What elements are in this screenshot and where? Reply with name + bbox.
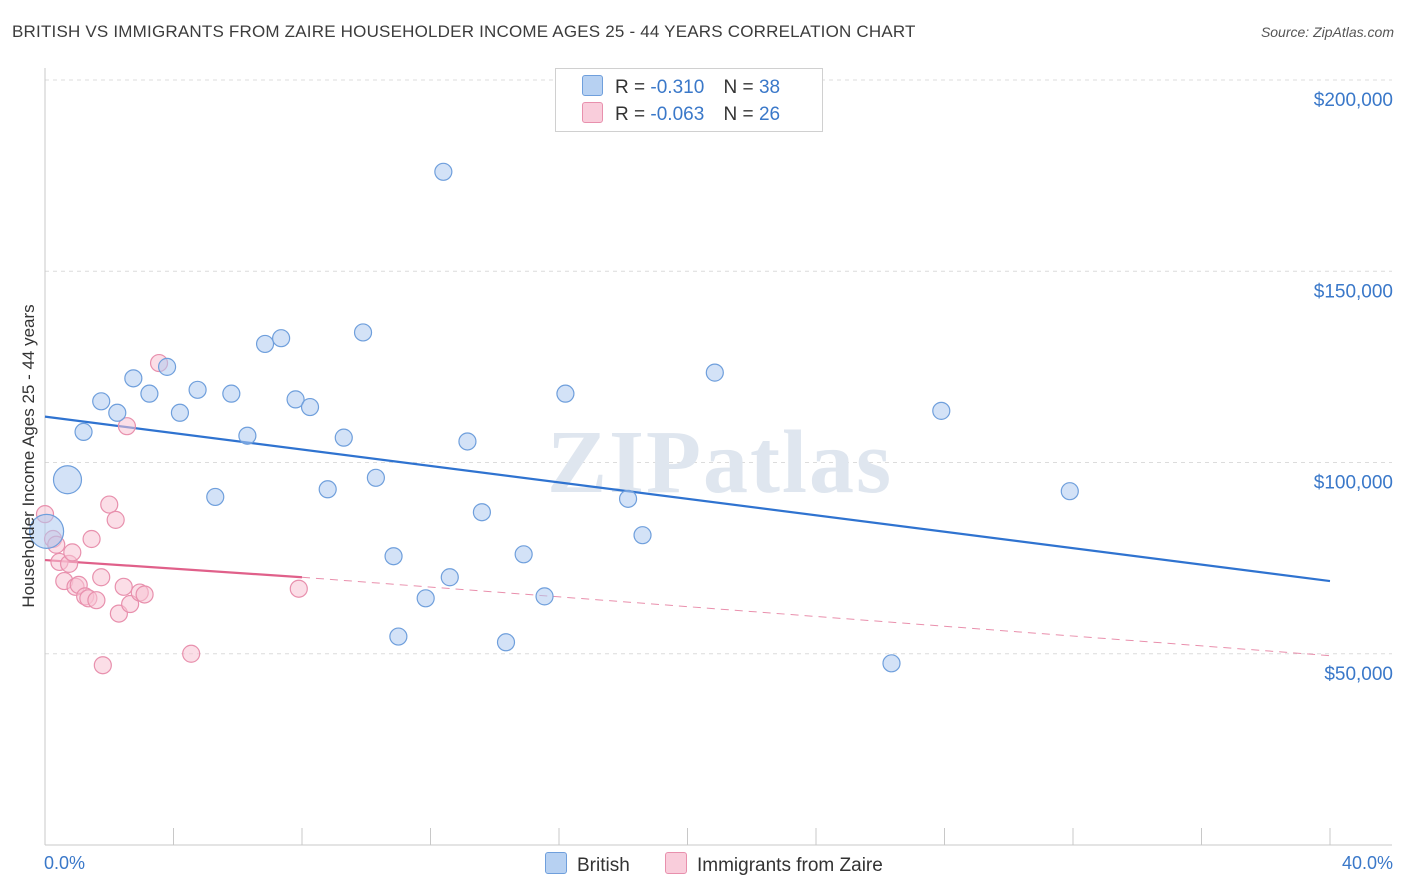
correlation-legend: R = -0.310 N = 38 R = -0.063 N = 26	[555, 68, 823, 132]
data-point-british	[618, 489, 638, 508]
legend-swatch-zaire	[582, 102, 603, 123]
data-point-british	[206, 487, 225, 507]
y-tick-label: $100,000	[1314, 473, 1393, 494]
data-point-british	[384, 547, 403, 566]
data-point-british	[74, 422, 93, 441]
legend-label-zaire: Immigrants from Zaire	[697, 855, 883, 876]
trend-line-zaire-extended	[301, 576, 1331, 657]
legend-n-label: N =	[723, 77, 754, 98]
data-point-british	[92, 392, 111, 411]
data-point-british	[124, 369, 143, 388]
data-point-zaire	[87, 591, 106, 610]
legend-swatch-zaire	[665, 852, 687, 874]
trend-lines	[44, 415, 1331, 657]
data-point-british	[705, 363, 724, 382]
legend-row-british: R = -0.310 N = 38	[582, 75, 780, 99]
data-point-british	[188, 380, 207, 399]
x-tick-label-max: 40.0%	[1342, 853, 1393, 873]
data-point-british	[556, 384, 575, 403]
data-point-british	[1060, 482, 1079, 501]
data-point-british	[353, 323, 373, 342]
legend-label-british: British	[577, 855, 630, 876]
data-point-british	[434, 162, 453, 181]
data-point-british	[238, 426, 257, 445]
source-label: Source: ZipAtlas.com	[1260, 24, 1394, 40]
watermark: ZIPatlas	[547, 413, 893, 512]
data-point-zaire	[135, 585, 154, 604]
data-point-zaire	[93, 656, 112, 675]
legend-r-label: R =	[615, 104, 646, 125]
data-point-zaire	[92, 568, 111, 587]
data-points	[29, 162, 1079, 675]
data-point-zaire	[106, 510, 125, 529]
data-point-zaire	[63, 543, 82, 562]
legend-r-value-zaire: -0.063	[650, 104, 705, 125]
legend-swatch-british	[545, 852, 567, 874]
data-point-british	[633, 526, 652, 545]
data-point-british	[170, 403, 190, 422]
data-point-british	[255, 334, 275, 354]
data-point-british	[108, 403, 127, 422]
data-point-british	[272, 329, 291, 348]
y-tick-label: $150,000	[1314, 281, 1393, 302]
data-point-british	[535, 587, 554, 606]
data-point-british	[300, 397, 320, 417]
tick-labels: $200,000 $150,000 $100,000 $50,000 0.0% 40.0%	[44, 90, 1393, 873]
chart-title: BRITISH VS IMMIGRANTS FROM ZAIRE HOUSEHO…	[12, 22, 916, 41]
data-point-british	[366, 468, 385, 487]
data-point-zaire	[100, 495, 119, 514]
data-point-british	[440, 568, 459, 587]
legend-row-zaire: R = -0.063 N = 26	[582, 102, 780, 126]
data-point-british	[458, 432, 477, 451]
data-point-british	[140, 384, 159, 403]
trend-line-british	[44, 415, 1331, 583]
y-tick-label: $200,000	[1314, 90, 1393, 111]
y-axis-title: Householder Income Ages 25 - 44 years	[19, 304, 38, 607]
data-point-british	[157, 357, 177, 376]
data-point-british	[514, 545, 533, 564]
data-point-zaire	[289, 579, 308, 598]
data-point-british	[389, 627, 408, 646]
legend-n-label: N =	[723, 104, 754, 125]
data-point-british	[318, 480, 337, 499]
data-point-british	[472, 503, 491, 522]
legend-n-value-british: 38	[758, 77, 781, 98]
data-point-british	[334, 428, 353, 447]
data-point-british	[222, 384, 241, 403]
data-point-zaire	[82, 529, 101, 549]
y-tick-label: $50,000	[1324, 664, 1393, 685]
data-point-british	[416, 589, 435, 608]
legend-n-value-zaire: 26	[758, 104, 781, 125]
data-point-british	[932, 401, 951, 420]
data-point-british	[882, 654, 901, 673]
legend-r-label: R =	[615, 77, 646, 98]
axes	[44, 68, 1392, 846]
data-point-zaire	[182, 644, 201, 663]
data-point-british	[52, 465, 83, 495]
legend-item-zaire: Immigrants from Zaire	[665, 852, 883, 876]
data-point-british	[29, 513, 65, 549]
data-point-zaire	[117, 417, 137, 436]
legend-swatch-british	[582, 75, 603, 96]
data-point-british	[496, 633, 516, 652]
legend-r-value-british: -0.310	[650, 77, 705, 98]
legend-item-british: British	[545, 852, 630, 876]
x-tick-label-min: 0.0%	[44, 853, 85, 873]
data-point-zaire	[114, 577, 133, 596]
data-point-british	[286, 390, 305, 409]
trend-line-zaire	[44, 558, 303, 579]
